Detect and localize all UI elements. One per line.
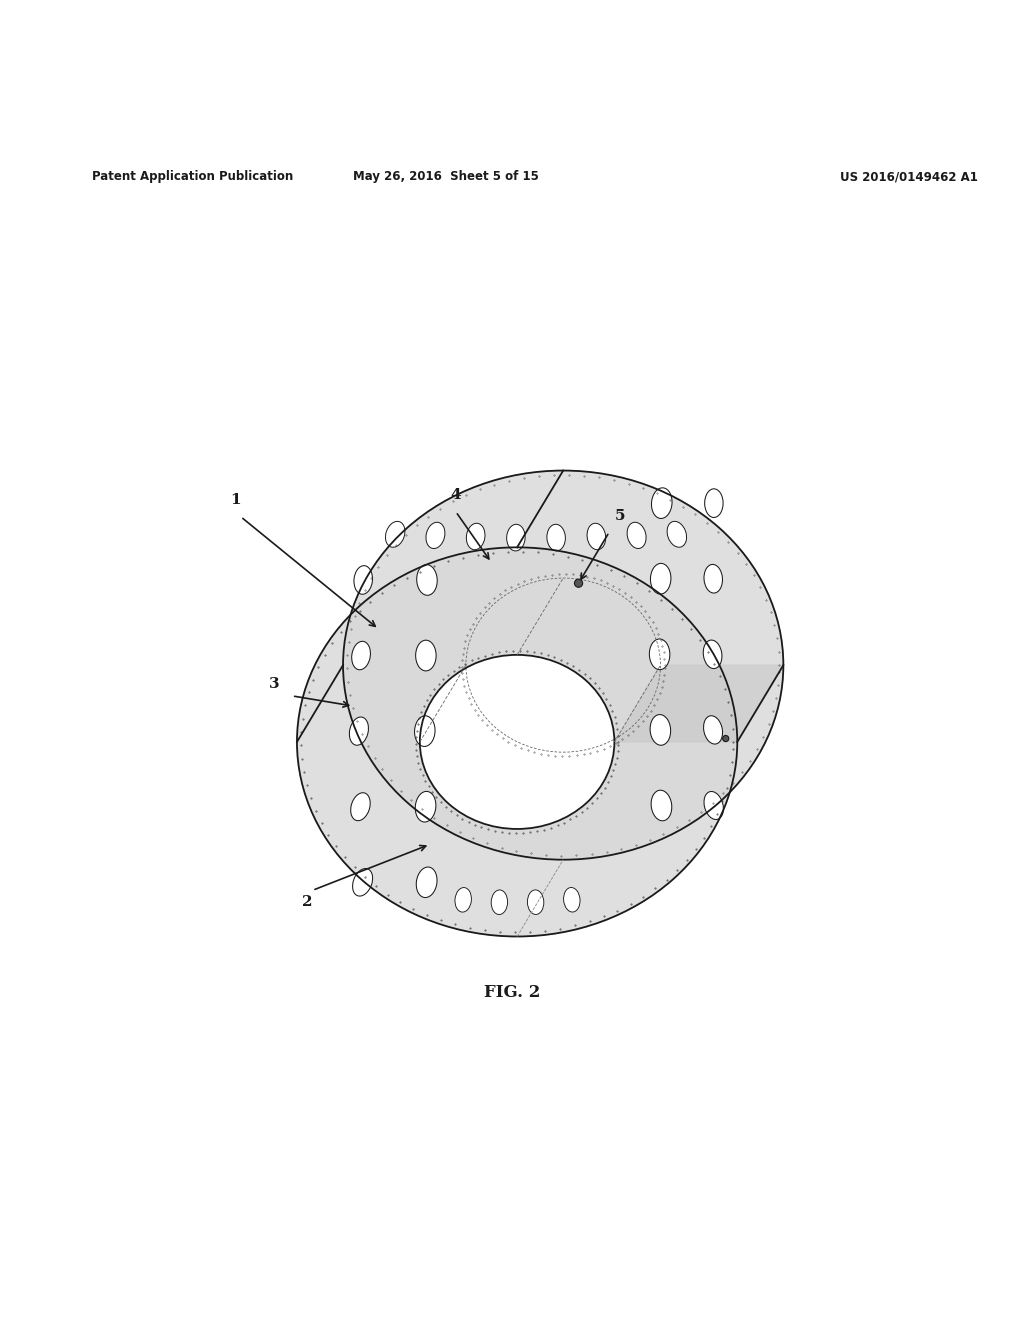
Text: May 26, 2016  Sheet 5 of 15: May 26, 2016 Sheet 5 of 15 [352,170,539,183]
Ellipse shape [703,715,723,744]
Ellipse shape [349,717,369,746]
Ellipse shape [587,523,605,549]
Ellipse shape [385,521,404,548]
Text: Patent Application Publication: Patent Application Publication [92,170,294,183]
Ellipse shape [455,887,471,912]
Polygon shape [420,655,614,829]
Ellipse shape [527,890,544,915]
Ellipse shape [415,715,435,747]
Polygon shape [343,470,783,859]
Ellipse shape [417,565,437,595]
Ellipse shape [466,523,485,549]
Ellipse shape [563,887,580,912]
Text: 2: 2 [302,895,312,908]
Ellipse shape [650,714,671,746]
Ellipse shape [492,890,508,915]
Text: 5: 5 [614,508,625,523]
Ellipse shape [627,523,646,549]
Ellipse shape [703,792,723,820]
Ellipse shape [651,488,672,519]
Ellipse shape [574,579,583,587]
Ellipse shape [352,869,373,896]
Ellipse shape [416,640,436,671]
Ellipse shape [723,735,729,742]
Ellipse shape [354,566,373,594]
Text: US 2016/0149462 A1: US 2016/0149462 A1 [840,170,978,183]
Polygon shape [614,665,783,742]
Ellipse shape [650,564,671,594]
Text: 3: 3 [269,677,280,690]
Ellipse shape [351,642,371,669]
Ellipse shape [705,488,723,517]
Text: 1: 1 [230,494,241,507]
Text: FIG. 2: FIG. 2 [483,985,541,1002]
Ellipse shape [547,524,565,550]
Ellipse shape [649,639,670,669]
Ellipse shape [651,791,672,821]
Text: 4: 4 [451,488,461,502]
Ellipse shape [416,792,436,822]
Ellipse shape [420,655,614,829]
Polygon shape [297,548,737,936]
Ellipse shape [416,867,437,898]
Ellipse shape [667,521,686,548]
Ellipse shape [507,524,525,550]
Ellipse shape [426,523,444,549]
Ellipse shape [350,793,371,821]
Ellipse shape [703,640,722,668]
Ellipse shape [703,565,723,593]
